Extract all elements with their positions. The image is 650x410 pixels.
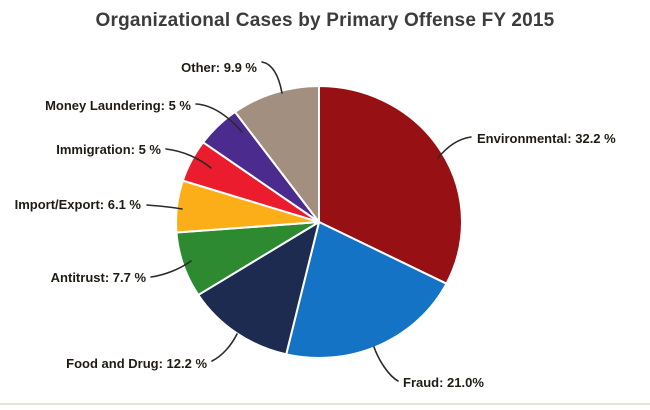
- slice-label-import-export: Import/Export: 6.1 %: [15, 197, 142, 212]
- leader-line-immigration: [165, 148, 212, 169]
- chart-title: Organizational Cases by Primary Offense …: [95, 10, 555, 31]
- slice-label-environmental: Environmental: 32.2 %: [477, 131, 616, 146]
- slice-label-food-and-drug: Food and Drug: 12.2 %: [66, 356, 207, 371]
- pie-slice-food-and-drug: [197, 221, 320, 356]
- pie-slice-fraud: [285, 221, 448, 359]
- leader-line-other: [261, 61, 283, 94]
- leader-line-money-laundering: [195, 103, 243, 133]
- slice-label-money-laundering: Money Laundering: 5 %: [45, 98, 191, 113]
- leader-line-food-and-drug: [211, 333, 238, 362]
- leader-line-antitrust: [150, 260, 192, 278]
- slice-label-fraud: Fraud: 21.0%: [403, 375, 484, 390]
- pie-slice-other: [234, 85, 320, 223]
- slice-label-other: Other: 9.9 %: [181, 60, 257, 75]
- slice-label-antitrust: Antitrust: 7.7 %: [51, 270, 147, 285]
- leader-line-fraud: [373, 346, 399, 382]
- slice-label-immigration: Immigration: 5 %: [56, 142, 161, 157]
- bottom-divider: [0, 403, 650, 405]
- leader-line-environmental: [437, 136, 472, 159]
- pie-slice-environmental: [318, 85, 463, 285]
- leader-line-import-export: [146, 204, 183, 210]
